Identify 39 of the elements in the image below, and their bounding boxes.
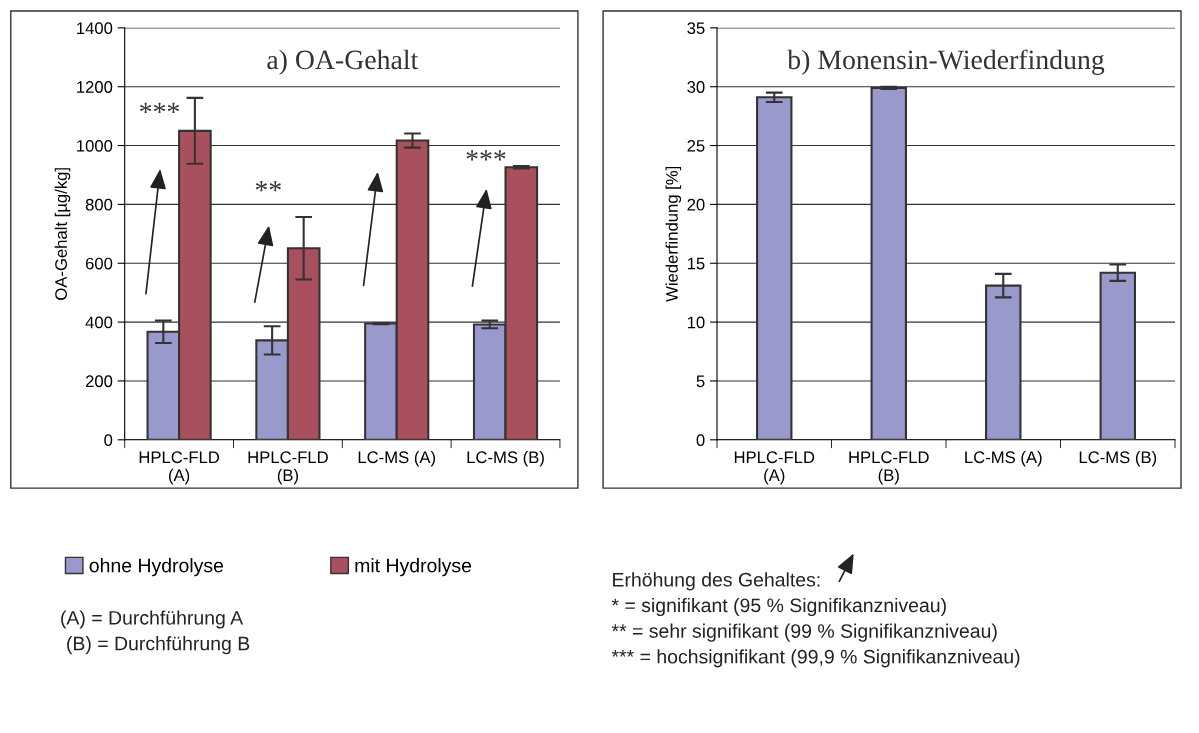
y-tick-label: 5 [696,375,705,388]
y-tick-label: 30 [687,81,705,93]
y-tick-label: 25 [687,139,705,152]
y-axis-title: Wiederfindung [%] [665,166,682,302]
x-tick-label: LC-MS (B) [467,450,544,467]
x-tick-label: LC-MS (A) [965,450,1042,467]
y-tick-label: 800 [85,198,113,211]
y-tick-label: 0 [104,434,113,446]
text: * = signifikant (95 % Signifikanzniveau) [611,597,946,617]
y-tick-label: 35 [687,22,705,35]
text: (A) = Durchführung A [61,610,244,629]
x-tick-label: HPLC-FLD (A) [139,451,220,485]
y-tick-label: 400 [85,316,113,329]
y-tick-label: 15 [687,257,705,270]
y-tick-label: 1200 [77,81,113,93]
text: a) OA-Gehalt [267,49,419,75]
text: b) Monensin-Wiederfindung [787,49,1105,75]
y-tick-label: 10 [687,316,705,329]
x-tick-label: HPLC-FLD (B) [248,451,328,485]
text: ** = sehr signifikant (99 % Signifikanzniveau) [611,623,997,642]
x-tick-label: LC-MS (B) [1079,450,1157,467]
y-tick-label: 20 [687,198,705,211]
annotation: *** [140,102,180,114]
legend-label: ohne Hydrolyse [89,558,224,577]
x-tick-label: LC-MS (A) [358,450,436,467]
y-tick-label: 0 [696,434,705,446]
y-tick-label: 600 [85,257,113,270]
y-tick-label: 1400 [77,22,113,35]
legend-label: mit Hydrolyse [355,558,472,577]
y-tick-label: 1000 [77,139,113,152]
annotation: *** [466,150,506,161]
y-tick-label: 200 [85,375,113,388]
text: Erhöhung des Gehaltes: [613,572,820,591]
annotation: ** [255,181,281,192]
y-axis-title: OA-Gehalt [µg/kg] [54,168,71,300]
x-tick-label: HPLC-FLD (A) [734,451,815,485]
text: *** = hochsignifikant (99,9 % Signifikanzniveau) [611,649,1020,668]
text: (B) = Durchführung B [67,636,250,655]
x-tick-label: HPLC-FLD (B) [849,451,929,485]
